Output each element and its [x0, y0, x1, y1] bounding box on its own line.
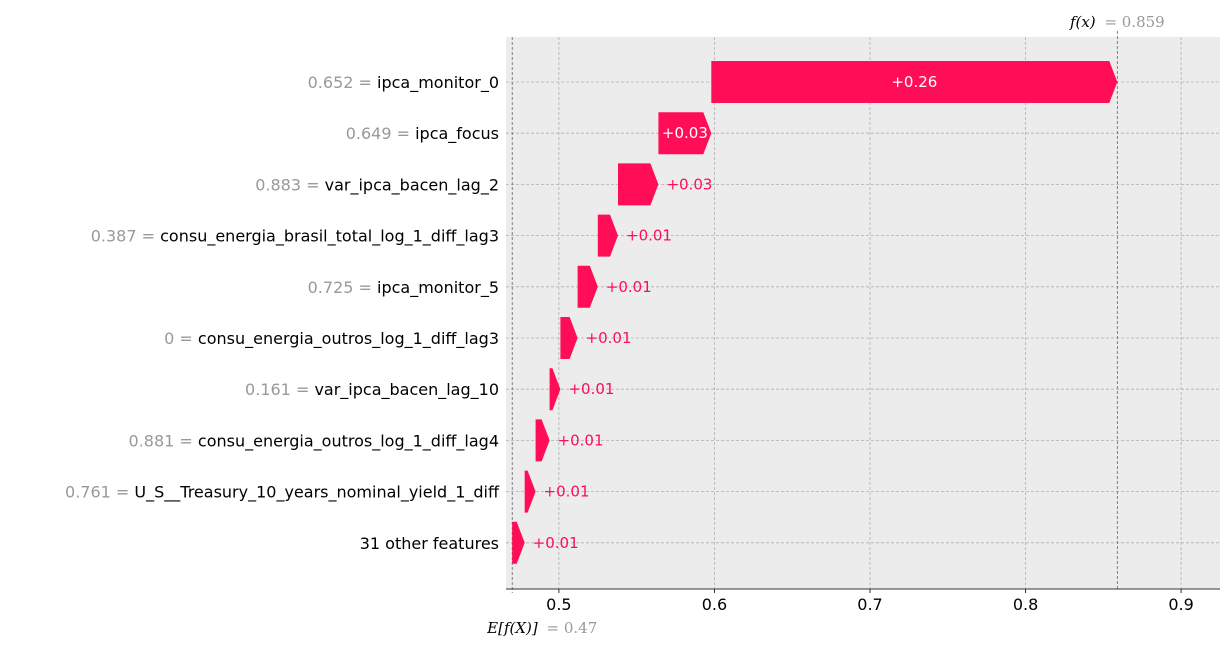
bar-value-label: +0.01: [533, 534, 579, 552]
feature-label: 31 other features: [360, 534, 499, 553]
bar: [577, 265, 598, 308]
bar-value-label: +0.03: [662, 124, 708, 142]
bar: [512, 521, 525, 564]
feature-name: var_ipca_bacen_lag_2: [325, 175, 499, 195]
feature-labels: 0.652 = ipca_monitor_0 0.649 = ipca_focus…: [65, 73, 500, 553]
fx-value: = 0.859: [1104, 13, 1164, 31]
x-ticks: 0.5 0.6 0.7 0.8 0.9: [546, 589, 1194, 614]
bar-value-label: +0.01: [626, 227, 672, 245]
feature-name: U_S__Treasury_10_years_nominal_yield_1_d…: [134, 483, 500, 503]
bar: [549, 368, 561, 411]
feature-name: consu_energia_outros_log_1_diff_lag3: [198, 329, 499, 349]
x-tick-label: 0.7: [857, 595, 882, 614]
feature-name: var_ipca_bacen_lag_10: [314, 380, 499, 400]
x-tick-label: 0.8: [1013, 595, 1038, 614]
feature-value: 0.881 =: [129, 431, 198, 450]
feature-label: 0.725 = ipca_monitor_5: [308, 278, 499, 298]
feature-name: ipca_focus: [415, 124, 499, 144]
bar: [535, 419, 550, 462]
vertical-grid: [558, 37, 1182, 589]
feature-name: ipca_monitor_0: [377, 73, 499, 93]
feature-value: 0.883 =: [255, 175, 324, 194]
efx-label: E[f(X)]: [486, 619, 538, 637]
feature-name: consu_energia_brasil_total_log_1_diff_la…: [160, 227, 499, 247]
feature-label: 0.761 = U_S__Treasury_10_years_nominal_y…: [65, 483, 500, 503]
feature-label: 0.387 = consu_energia_brasil_total_log_1…: [91, 227, 499, 247]
bar-value-label: +0.01: [558, 431, 604, 449]
feature-label: 0 = consu_energia_outros_log_1_diff_lag3: [164, 329, 499, 349]
feature-name: ipca_monitor_5: [377, 278, 499, 298]
feature-label: 0.652 = ipca_monitor_0: [308, 73, 499, 93]
fx-annotation: f(x) = 0.859: [1069, 13, 1165, 31]
efx-value: = 0.47: [547, 619, 598, 637]
feature-value: 0.161 =: [245, 380, 314, 399]
feature-value: 0.761 =: [65, 483, 134, 502]
bar: [560, 317, 578, 359]
bar-value-label: +0.03: [666, 175, 712, 193]
feature-value: 0.387 =: [91, 227, 160, 246]
feature-value: 0 =: [164, 329, 198, 348]
bar-value-label: +0.01: [568, 380, 614, 398]
bar-value-label: +0.01: [544, 483, 590, 501]
plot-background: [506, 37, 1220, 589]
reference-lines: [511, 31, 1118, 593]
feature-value: 0.652 =: [308, 73, 377, 92]
bar: [711, 61, 1118, 103]
bar: [524, 470, 536, 513]
bar-value-label: +0.26: [891, 73, 937, 91]
x-tick-label: 0.6: [702, 595, 727, 614]
bar: [618, 163, 659, 206]
x-tick-label: 0.5: [546, 595, 571, 614]
efx-annotation: E[f(X)] = 0.47: [486, 619, 597, 637]
feature-name: 31 other features: [360, 534, 499, 553]
feature-label: 0.161 = var_ipca_bacen_lag_10: [245, 380, 499, 400]
fx-label: f(x): [1069, 13, 1096, 31]
feature-value: 0.649 =: [346, 124, 415, 143]
feature-value: 0.725 =: [308, 278, 377, 297]
bar-labels: +0.26 +0.03 +0.03 +0.01 +0.01 +0.01 +0.01 +0.01…: [533, 73, 938, 552]
bar: [597, 214, 618, 257]
bar-value-label: +0.01: [606, 278, 652, 296]
bars: [512, 61, 1118, 564]
feature-label: 0.881 = consu_energia_outros_log_1_diff_…: [129, 431, 499, 451]
feature-label: 0.649 = ipca_focus: [346, 124, 499, 144]
bar-value-label: +0.01: [586, 329, 632, 347]
feature-name: consu_energia_outros_log_1_diff_lag4: [198, 431, 499, 451]
feature-label: 0.883 = var_ipca_bacen_lag_2: [255, 175, 499, 195]
x-tick-label: 0.9: [1168, 595, 1193, 614]
bar: [658, 112, 712, 155]
